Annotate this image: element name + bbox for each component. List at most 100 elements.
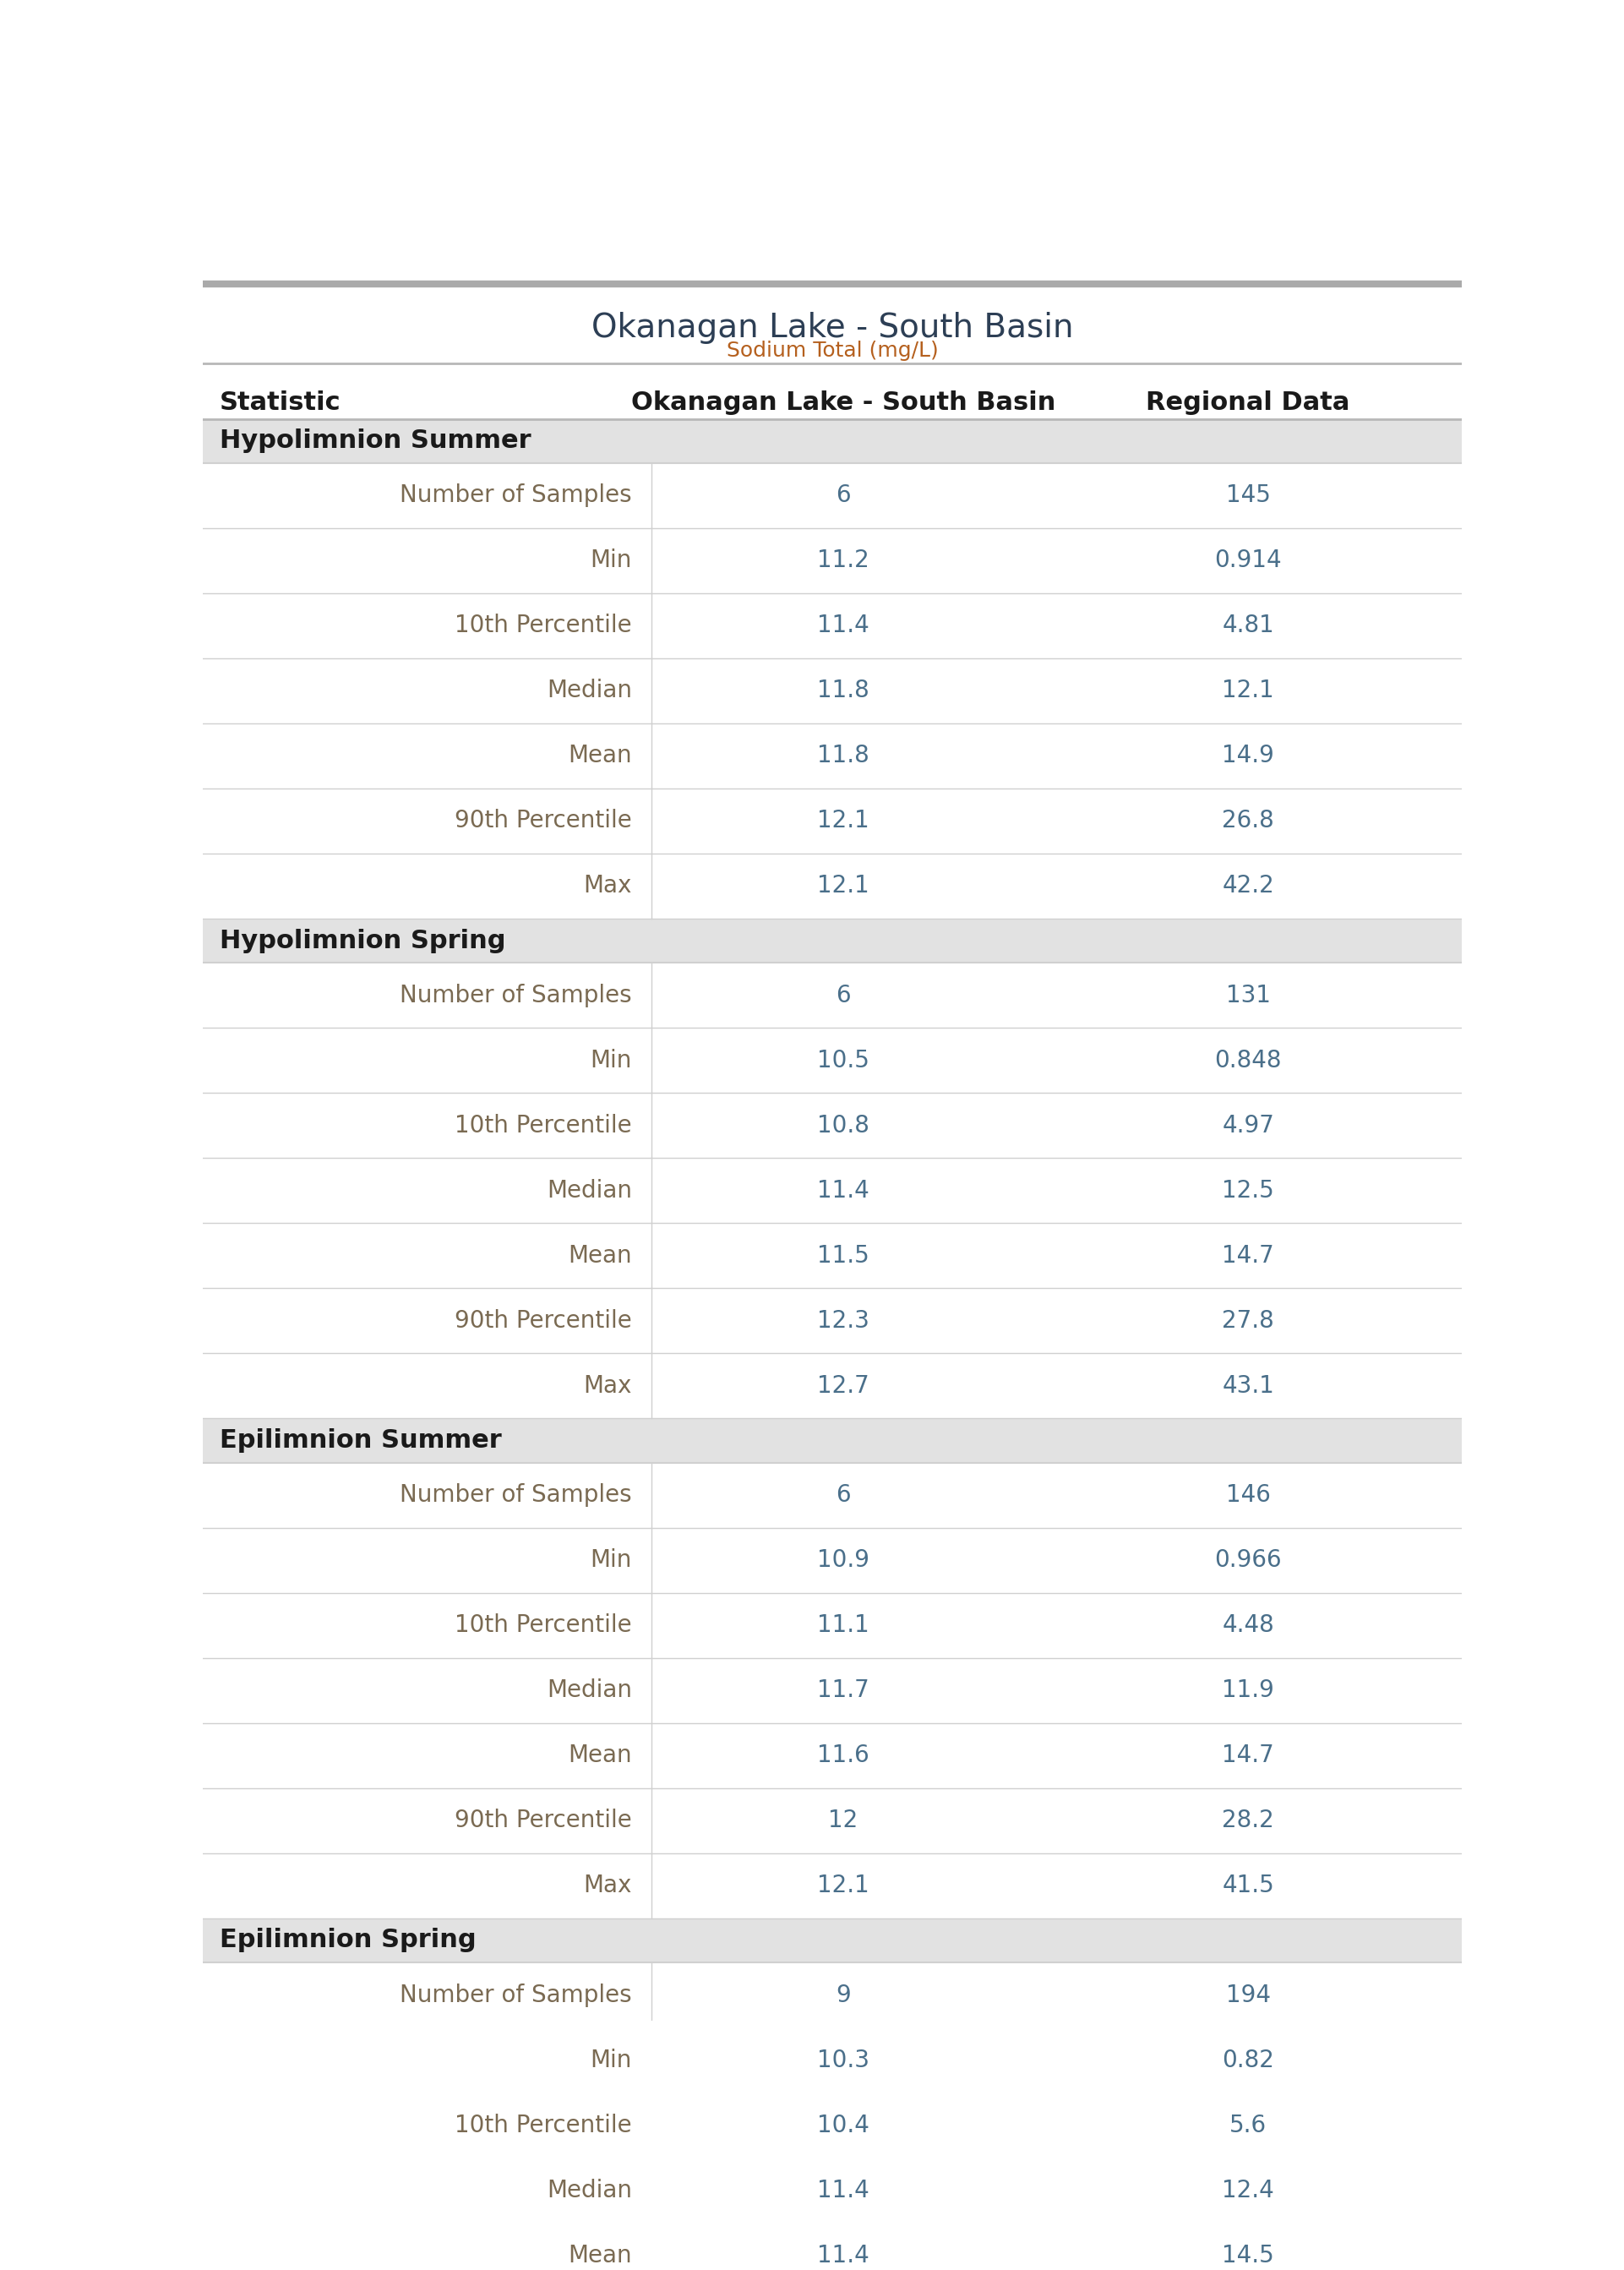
Text: 12.1: 12.1 <box>817 874 869 899</box>
Bar <box>203 1028 1462 1092</box>
Text: 10th Percentile: 10th Percentile <box>455 1115 632 1137</box>
Bar <box>203 2222 1462 2270</box>
Text: 10th Percentile: 10th Percentile <box>455 1614 632 1637</box>
Text: 4.97: 4.97 <box>1221 1115 1275 1137</box>
Text: Number of Samples: Number of Samples <box>400 983 632 1008</box>
Text: Min: Min <box>590 549 632 572</box>
Text: 14.7: 14.7 <box>1221 1743 1275 1768</box>
Text: 10.9: 10.9 <box>817 1548 869 1573</box>
Text: 6: 6 <box>836 983 851 1008</box>
Text: Hypolimnion Spring: Hypolimnion Spring <box>219 928 505 953</box>
Text: 90th Percentile: 90th Percentile <box>455 1310 632 1332</box>
Bar <box>203 1353 1462 1419</box>
Bar <box>203 1961 1462 2027</box>
Text: 12: 12 <box>828 1809 857 1832</box>
Text: 11.4: 11.4 <box>817 613 869 638</box>
Bar <box>203 2027 1462 2093</box>
Text: 10th Percentile: 10th Percentile <box>455 2113 632 2136</box>
Bar <box>203 2093 1462 2156</box>
Bar <box>203 592 1462 658</box>
Text: 5.6: 5.6 <box>1229 2113 1267 2136</box>
Text: 90th Percentile: 90th Percentile <box>455 808 632 833</box>
Text: Number of Samples: Number of Samples <box>400 484 632 508</box>
Text: Max: Max <box>583 874 632 899</box>
Bar <box>203 962 1462 1028</box>
Bar <box>203 1723 1462 1789</box>
Text: 10th Percentile: 10th Percentile <box>455 613 632 638</box>
Text: Mean: Mean <box>568 1244 632 1267</box>
Text: Epilimnion Spring: Epilimnion Spring <box>219 1927 476 1952</box>
Bar <box>203 1419 1462 1462</box>
Bar <box>203 788 1462 854</box>
Bar <box>203 724 1462 788</box>
Text: 14.7: 14.7 <box>1221 1244 1275 1267</box>
Text: 6: 6 <box>836 484 851 508</box>
Text: Max: Max <box>583 1373 632 1398</box>
Text: 131: 131 <box>1226 983 1270 1008</box>
Text: 11.9: 11.9 <box>1221 1678 1275 1702</box>
Bar <box>203 463 1462 529</box>
Text: 12.3: 12.3 <box>817 1310 869 1332</box>
Text: 0.914: 0.914 <box>1215 549 1281 572</box>
Bar <box>203 854 1462 919</box>
Text: Mean: Mean <box>568 2243 632 2268</box>
Text: 11.7: 11.7 <box>817 1678 869 1702</box>
Text: 10.4: 10.4 <box>817 2113 869 2136</box>
Bar <box>203 1287 1462 1353</box>
Text: Epilimnion Summer: Epilimnion Summer <box>219 1428 502 1453</box>
Bar <box>203 529 1462 592</box>
Text: 43.1: 43.1 <box>1221 1373 1275 1398</box>
Bar <box>203 1092 1462 1158</box>
Text: Number of Samples: Number of Samples <box>400 1482 632 1507</box>
Text: Okanagan Lake - South Basin: Okanagan Lake - South Basin <box>630 390 1056 415</box>
Text: 0.848: 0.848 <box>1215 1049 1281 1071</box>
Text: Median: Median <box>547 679 632 704</box>
Text: Mean: Mean <box>568 1743 632 1768</box>
Text: Okanagan Lake - South Basin: Okanagan Lake - South Basin <box>591 311 1073 343</box>
Text: Max: Max <box>583 1873 632 1898</box>
Text: 42.2: 42.2 <box>1221 874 1275 899</box>
Text: 11.8: 11.8 <box>817 745 869 767</box>
Text: Median: Median <box>547 1178 632 1203</box>
Text: 14.5: 14.5 <box>1221 2243 1275 2268</box>
Text: 12.1: 12.1 <box>817 808 869 833</box>
Text: 10.5: 10.5 <box>817 1049 869 1071</box>
Text: Mean: Mean <box>568 745 632 767</box>
Text: 6: 6 <box>836 1482 851 1507</box>
Text: 14.9: 14.9 <box>1221 745 1275 767</box>
Text: Min: Min <box>590 1049 632 1071</box>
Text: 26.8: 26.8 <box>1221 808 1275 833</box>
Bar <box>203 1528 1462 1594</box>
Text: 12.5: 12.5 <box>1221 1178 1275 1203</box>
Text: 28.2: 28.2 <box>1221 1809 1275 1832</box>
Text: Number of Samples: Number of Samples <box>400 1984 632 2007</box>
Text: 194: 194 <box>1226 1984 1270 2007</box>
Text: 145: 145 <box>1226 484 1270 508</box>
Bar <box>203 1657 1462 1723</box>
Text: 0.966: 0.966 <box>1215 1548 1281 1573</box>
Text: 0.82: 0.82 <box>1221 2048 1275 2073</box>
Text: 12.4: 12.4 <box>1221 2179 1275 2202</box>
Bar <box>203 1224 1462 1287</box>
Text: Min: Min <box>590 1548 632 1573</box>
Bar <box>203 1594 1462 1657</box>
Text: 12.1: 12.1 <box>817 1873 869 1898</box>
Text: 11.4: 11.4 <box>817 1178 869 1203</box>
Bar <box>203 2156 1462 2222</box>
Text: 11.4: 11.4 <box>817 2243 869 2268</box>
Bar <box>203 658 1462 724</box>
Text: Sodium Total (mg/L): Sodium Total (mg/L) <box>726 340 939 361</box>
Text: 11.5: 11.5 <box>817 1244 869 1267</box>
Bar <box>203 1852 1462 1918</box>
Text: Median: Median <box>547 2179 632 2202</box>
Text: 27.8: 27.8 <box>1221 1310 1275 1332</box>
Bar <box>203 1158 1462 1224</box>
Bar <box>203 420 1462 463</box>
Text: 12.7: 12.7 <box>817 1373 869 1398</box>
Bar <box>203 919 1462 962</box>
Text: 11.2: 11.2 <box>817 549 869 572</box>
Text: 10.8: 10.8 <box>817 1115 869 1137</box>
Text: 9: 9 <box>836 1984 851 2007</box>
Bar <box>203 1918 1462 1961</box>
Text: 41.5: 41.5 <box>1221 1873 1275 1898</box>
